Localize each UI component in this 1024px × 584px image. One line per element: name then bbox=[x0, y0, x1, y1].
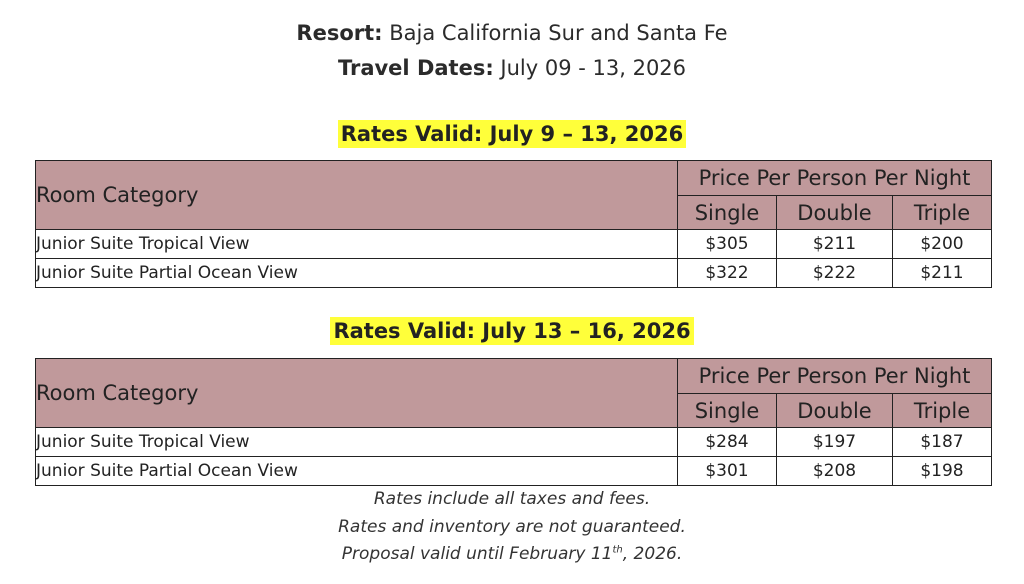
double-header: Double bbox=[776, 195, 893, 230]
rates-table-2: Room Category Price Per Person Per Night… bbox=[35, 358, 992, 486]
triple-header: Triple bbox=[892, 393, 992, 428]
double-price: $222 bbox=[776, 258, 893, 288]
note-taxes: Rates include all taxes and fees. bbox=[373, 489, 651, 509]
resort-label: Resort: bbox=[296, 21, 383, 45]
rates-valid-text-2: Rates Valid: July 13 – 16, 2026 bbox=[330, 317, 694, 345]
table-row: Junior Suite Tropical View $284 $197 $18… bbox=[35, 427, 992, 457]
table-row: Junior Suite Tropical View $305 $211 $20… bbox=[35, 229, 992, 259]
double-price: $208 bbox=[776, 456, 893, 486]
triple-price: $187 bbox=[892, 427, 992, 457]
table-row: Junior Suite Partial Ocean View $301 $20… bbox=[35, 456, 992, 486]
travel-dates-label: Travel Dates: bbox=[337, 56, 494, 80]
double-header: Double bbox=[776, 393, 893, 428]
single-price: $301 bbox=[677, 456, 777, 486]
rates-valid-heading-1: Rates Valid: July 9 – 13, 2026 bbox=[0, 120, 1024, 148]
rates-valid-heading-2: Rates Valid: July 13 – 16, 2026 bbox=[0, 317, 1024, 345]
single-price: $305 bbox=[677, 229, 777, 259]
note-inventory: Rates and inventory are not guaranteed. bbox=[338, 517, 686, 537]
room-category-header: Room Category bbox=[35, 358, 678, 428]
note-proposal-year: , 2026. bbox=[622, 544, 683, 564]
travel-dates-value: July 09 - 13, 2026 bbox=[500, 56, 687, 80]
note-proposal-text: Proposal valid until February 11 bbox=[341, 544, 613, 564]
single-header: Single bbox=[677, 393, 777, 428]
room-name: Junior Suite Partial Ocean View bbox=[35, 258, 678, 288]
triple-price: $211 bbox=[892, 258, 992, 288]
price-per-person-header: Price Per Person Per Night bbox=[677, 160, 992, 196]
triple-header: Triple bbox=[892, 195, 992, 230]
note-proposal-ordinal: th bbox=[612, 544, 623, 556]
room-name: Junior Suite Tropical View bbox=[35, 427, 678, 457]
single-price: $284 bbox=[677, 427, 777, 457]
single-header: Single bbox=[677, 195, 777, 230]
rates-valid-text-1: Rates Valid: July 9 – 13, 2026 bbox=[337, 120, 687, 148]
single-price: $322 bbox=[677, 258, 777, 288]
double-price: $197 bbox=[776, 427, 893, 457]
room-name: Junior Suite Tropical View bbox=[35, 229, 678, 259]
note-proposal-validity: Proposal valid until February 11th, 2026… bbox=[0, 544, 1024, 564]
table-row: Junior Suite Partial Ocean View $322 $22… bbox=[35, 258, 992, 288]
price-per-person-header: Price Per Person Per Night bbox=[677, 358, 992, 394]
room-name: Junior Suite Partial Ocean View bbox=[35, 456, 678, 486]
resort-value: Baja California Sur and Santa Fe bbox=[389, 21, 728, 45]
triple-price: $198 bbox=[892, 456, 992, 486]
resort-line: Resort: Baja California Sur and Santa Fe bbox=[0, 21, 1024, 45]
triple-price: $200 bbox=[892, 229, 992, 259]
travel-dates-line: Travel Dates: July 09 - 13, 2026 bbox=[0, 56, 1024, 80]
room-category-header: Room Category bbox=[35, 160, 678, 230]
double-price: $211 bbox=[776, 229, 893, 259]
rates-table-1: Room Category Price Per Person Per Night… bbox=[35, 160, 992, 288]
